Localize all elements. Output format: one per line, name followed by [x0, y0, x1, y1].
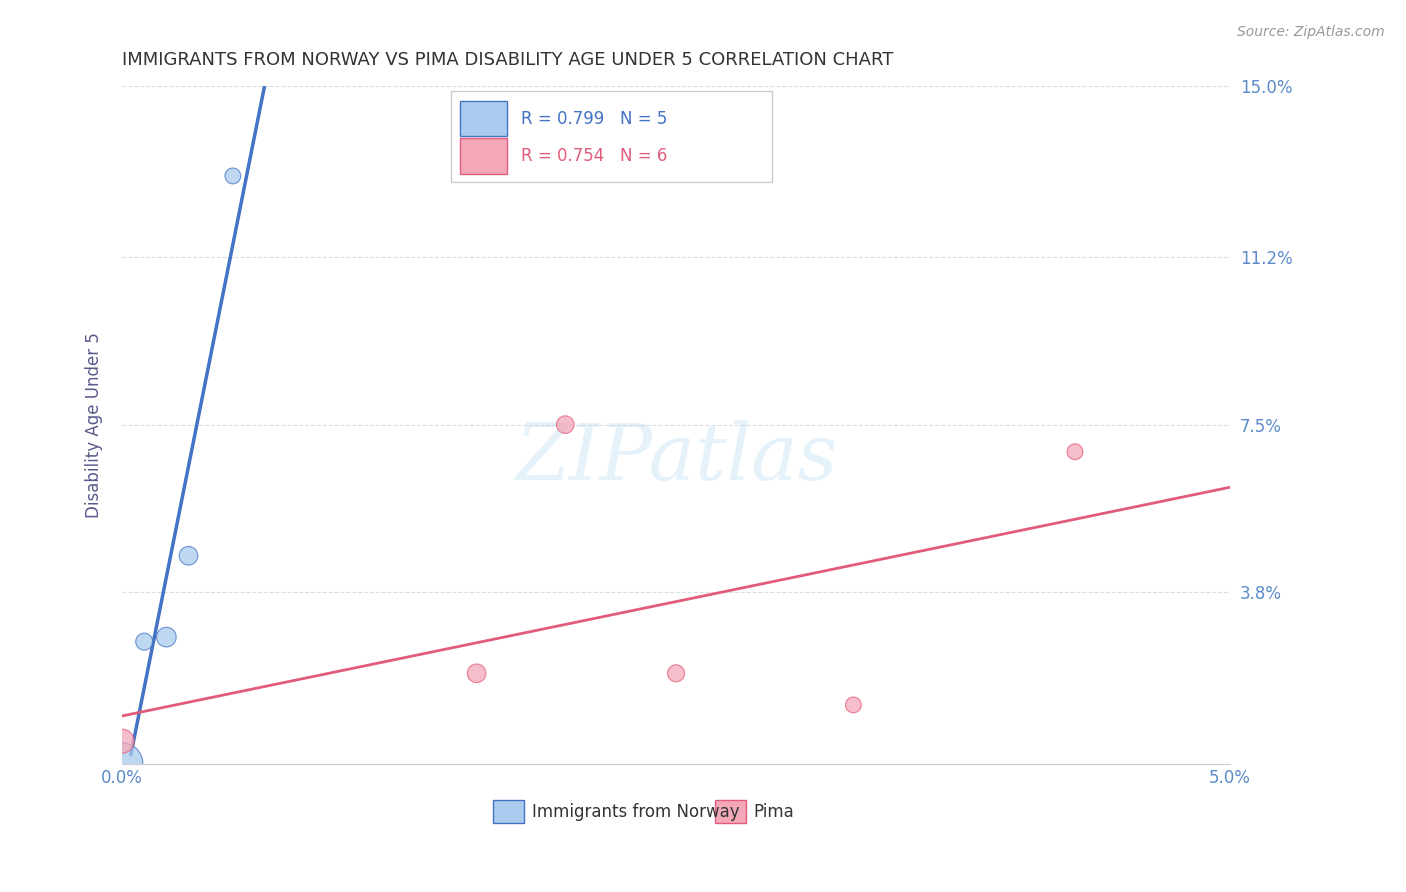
Text: Source: ZipAtlas.com: Source: ZipAtlas.com	[1237, 25, 1385, 39]
Point	[111, 734, 134, 748]
Y-axis label: Disability Age Under 5: Disability Age Under 5	[86, 332, 103, 517]
Point	[111, 756, 134, 771]
FancyBboxPatch shape	[714, 800, 747, 822]
Point	[554, 417, 576, 432]
Point	[465, 666, 488, 681]
FancyBboxPatch shape	[451, 91, 772, 183]
Text: ZIPatlas: ZIPatlas	[515, 420, 837, 497]
Text: Pima: Pima	[754, 803, 794, 821]
Point	[134, 634, 156, 648]
Point	[222, 169, 245, 183]
Text: IMMIGRANTS FROM NORWAY VS PIMA DISABILITY AGE UNDER 5 CORRELATION CHART: IMMIGRANTS FROM NORWAY VS PIMA DISABILIT…	[122, 51, 893, 69]
Text: Immigrants from Norway: Immigrants from Norway	[531, 803, 740, 821]
Point	[177, 549, 200, 563]
Point	[842, 698, 865, 712]
Point	[155, 630, 177, 644]
Text: R = 0.799   N = 5: R = 0.799 N = 5	[522, 110, 668, 128]
FancyBboxPatch shape	[460, 101, 506, 136]
Text: R = 0.754   N = 6: R = 0.754 N = 6	[522, 147, 668, 165]
Point	[1064, 444, 1087, 458]
Point	[665, 666, 688, 681]
FancyBboxPatch shape	[460, 138, 506, 174]
FancyBboxPatch shape	[494, 800, 524, 822]
